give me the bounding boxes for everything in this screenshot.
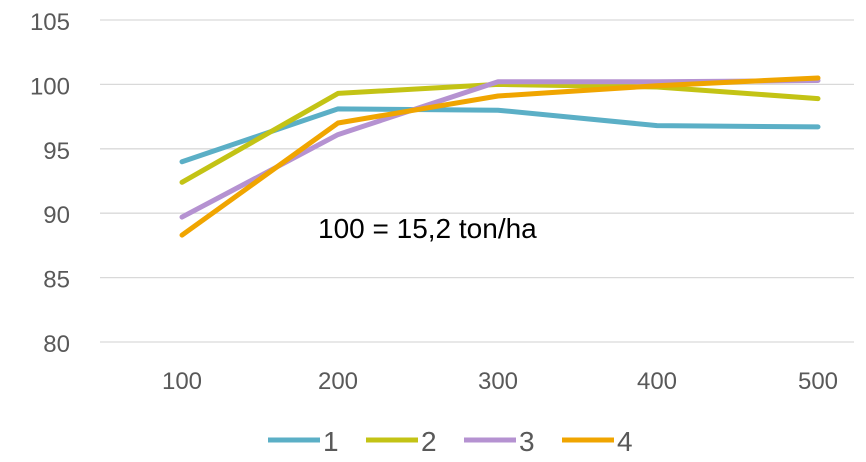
y-axis-tick-labels: 80 85 90 95 100 105 — [30, 9, 70, 358]
series-line-4 — [179, 75, 821, 238]
legend-label-1: 1 — [323, 426, 339, 457]
x-tick-label-100: 100 — [162, 368, 202, 395]
series-line-1 — [179, 106, 821, 165]
legend-label-3: 3 — [519, 426, 535, 457]
x-axis-tick-labels: 100 200 300 400 500 — [162, 368, 838, 395]
chart-annotation: 100 = 15,2 ton/ha — [318, 213, 537, 244]
series-lines — [179, 75, 821, 238]
legend: 1 2 3 4 — [268, 426, 633, 457]
y-tick-label-95: 95 — [43, 138, 70, 165]
x-tick-label-200: 200 — [318, 368, 358, 395]
legend-label-4: 4 — [617, 426, 633, 457]
gridlines — [100, 19, 854, 343]
x-tick-label-400: 400 — [637, 368, 677, 395]
y-tick-label-80: 80 — [43, 331, 70, 358]
legend-label-2: 2 — [421, 426, 437, 457]
y-tick-label-100: 100 — [30, 73, 70, 100]
y-tick-label-105: 105 — [30, 9, 70, 36]
x-tick-label-500: 500 — [798, 368, 838, 395]
x-tick-label-300: 300 — [478, 368, 518, 395]
y-tick-label-90: 90 — [43, 202, 70, 229]
y-tick-label-85: 85 — [43, 267, 70, 294]
